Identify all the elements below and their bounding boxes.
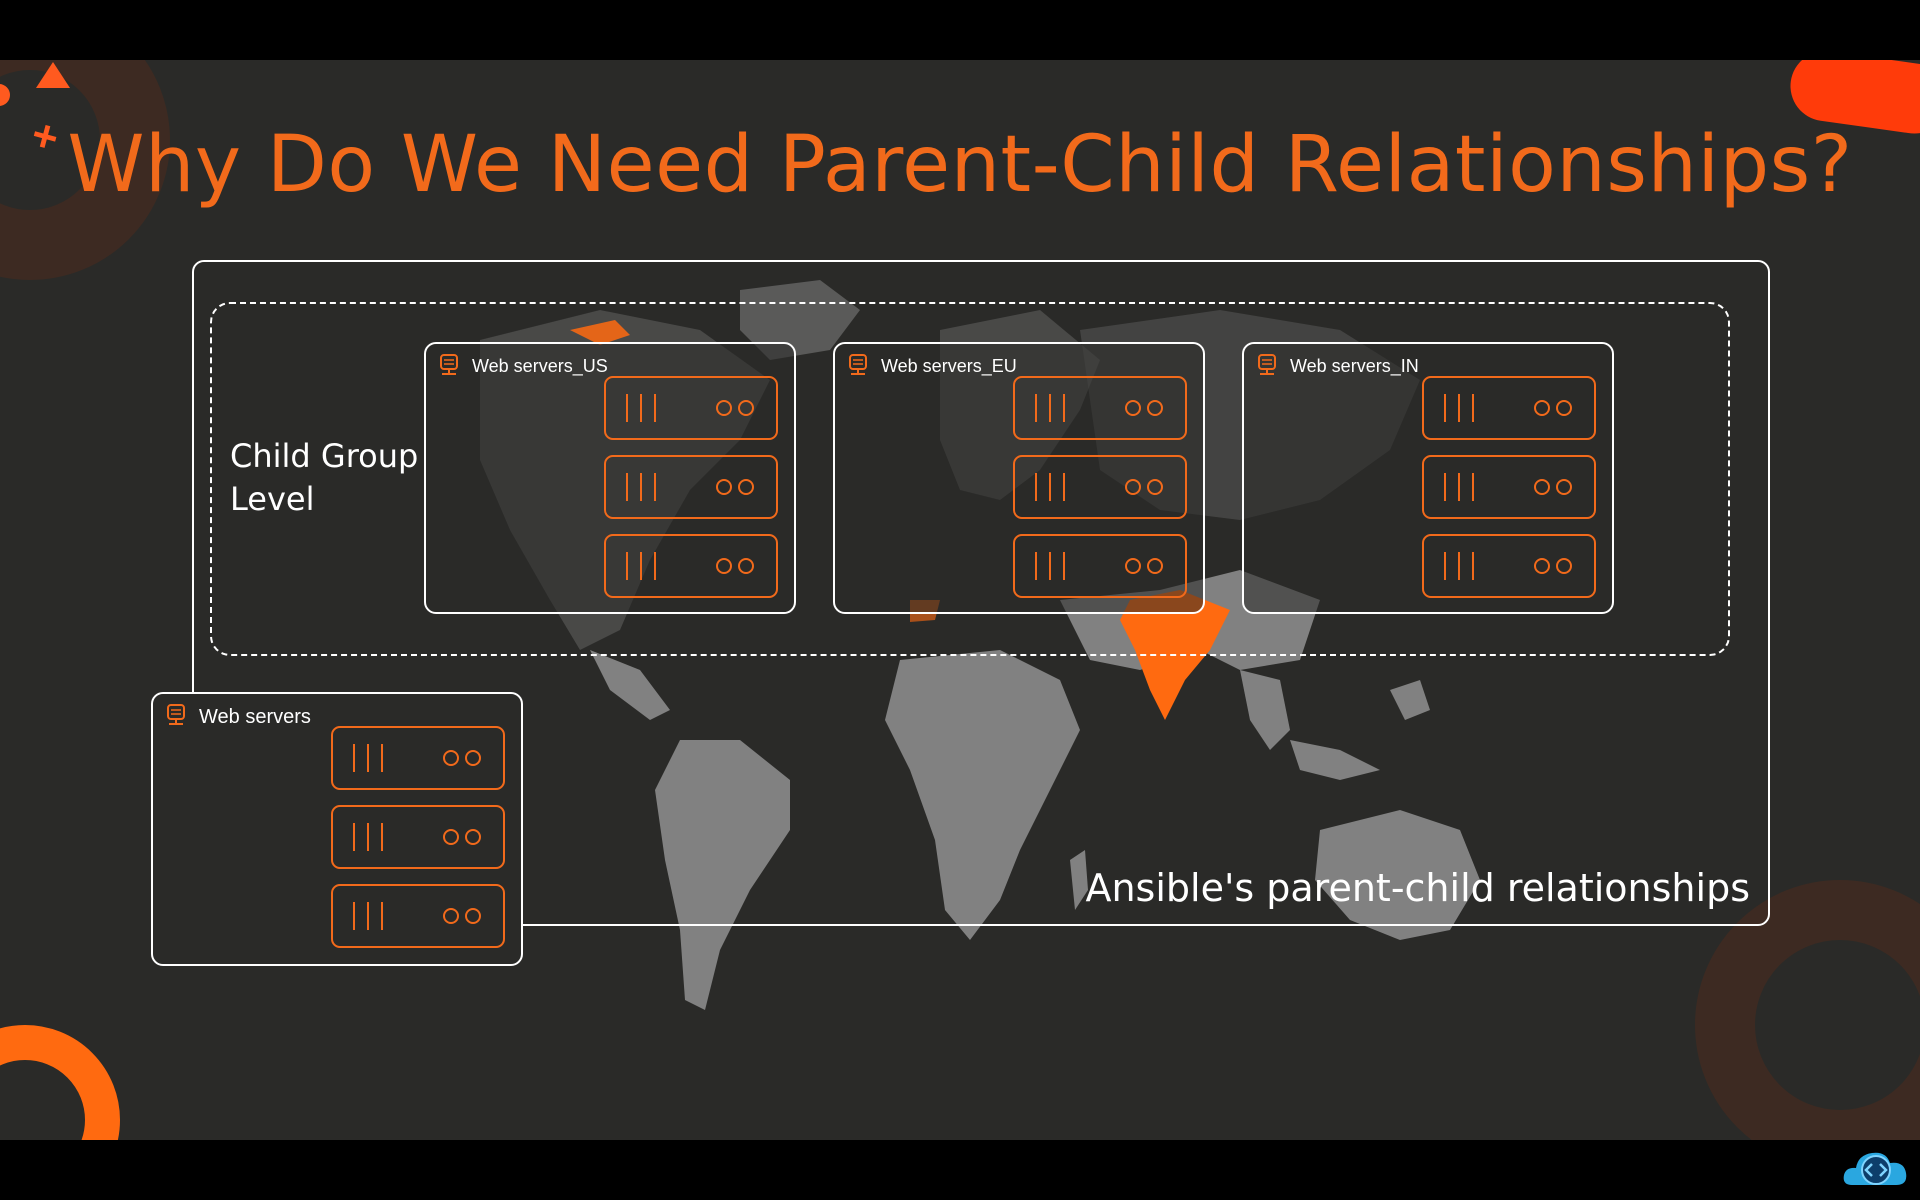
slide: + Why Do We Need Parent-Child Relationsh… bbox=[0, 60, 1920, 1140]
server-icon bbox=[1422, 534, 1596, 598]
child-group-level-frame bbox=[210, 302, 1730, 656]
letterbox-bottom bbox=[0, 1140, 1920, 1200]
server-icon bbox=[604, 534, 778, 598]
server-icon bbox=[331, 726, 505, 790]
child-group-level-label: Child Group Level bbox=[230, 437, 419, 518]
server-rack-icon bbox=[1258, 354, 1276, 375]
server-rack-icon bbox=[440, 354, 458, 375]
group-card-web-servers-eu: Web servers_EU bbox=[833, 342, 1205, 614]
server-icon bbox=[331, 884, 505, 948]
server-icon bbox=[604, 376, 778, 440]
cloud-code-logo bbox=[1843, 1152, 1907, 1185]
decor-ring bbox=[0, 1025, 120, 1140]
parent-relationship-frame bbox=[192, 260, 1770, 926]
server-icon bbox=[1422, 376, 1596, 440]
server-rack-icon bbox=[849, 354, 867, 375]
slide-title: Why Do We Need Parent-Child Relationship… bbox=[67, 120, 1853, 210]
group-label: Web servers_IN bbox=[1290, 356, 1419, 376]
server-icon bbox=[331, 805, 505, 869]
server-rack-icon bbox=[167, 704, 185, 725]
group-card-web-servers-in: Web servers_IN bbox=[1242, 342, 1614, 614]
server-icon bbox=[1013, 534, 1187, 598]
group-label: Web servers_EU bbox=[881, 356, 1017, 376]
group-card-web-servers-us: Web servers_US bbox=[424, 342, 796, 614]
group-card-web-servers-parent: Web servers bbox=[151, 692, 523, 966]
group-label: Web servers bbox=[199, 706, 311, 728]
decor-triangle bbox=[36, 62, 70, 88]
group-label: Web servers_US bbox=[472, 356, 608, 376]
server-icon bbox=[604, 455, 778, 519]
server-icon bbox=[1013, 376, 1187, 440]
server-icon bbox=[1013, 455, 1187, 519]
server-icon bbox=[1422, 455, 1596, 519]
relationship-caption: Ansible's parent-child relationships bbox=[1085, 866, 1750, 910]
decor-dot bbox=[0, 84, 10, 106]
